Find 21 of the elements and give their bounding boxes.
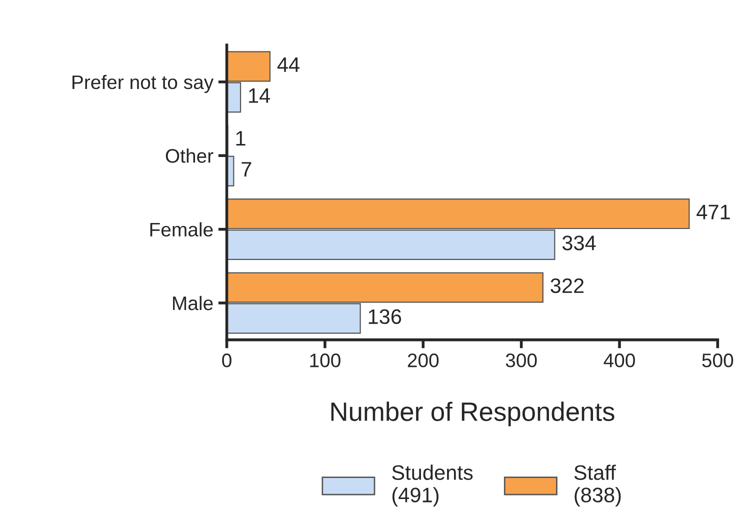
y-tick-label: Prefer not to say [72,74,214,93]
legend-label: Students (491) [392,464,473,507]
data-label: 1 [236,131,246,146]
data-label: 7 [242,162,252,176]
y-tick-label: Male [173,296,213,310]
data-label: 334 [562,236,596,250]
x-tick-label: 500 [702,354,734,368]
x-tick-label: 400 [604,354,635,368]
data-label: 471 [696,204,730,220]
x-tick-label: 0 [222,354,232,368]
y-tick-label: Other [166,148,214,163]
data-label: 136 [368,309,402,324]
legend-label: Staff (838) [574,464,621,507]
y-tick-label: Female [150,222,213,237]
x-tick-label: 100 [310,354,340,368]
x-tick-label: 300 [506,354,537,368]
x-axis-title: Number of Respondents [331,402,614,426]
data-label: 14 [249,88,270,103]
data-label: 322 [550,278,584,294]
x-tick-label: 200 [408,354,439,368]
data-label: 44 [277,57,300,72]
